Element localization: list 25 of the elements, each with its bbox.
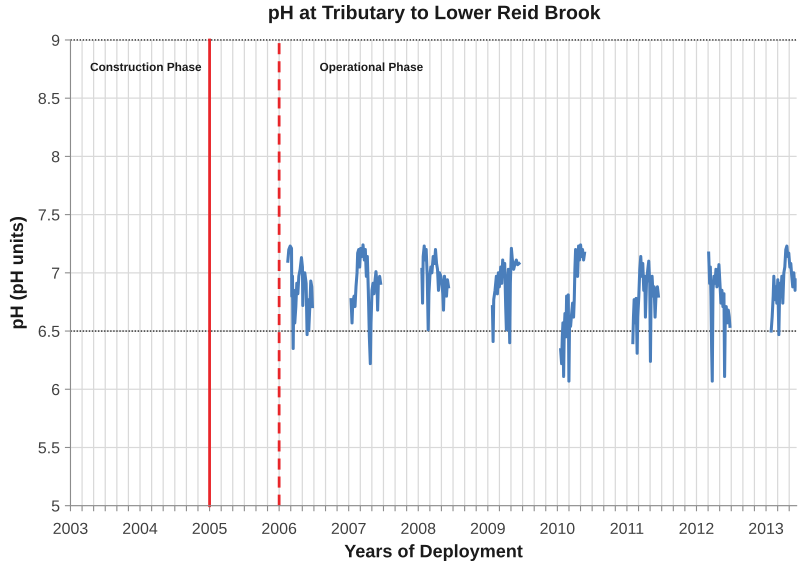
annotation: Construction Phase — [90, 62, 202, 72]
y-axis-title: pH (pH units) — [10, 217, 27, 328]
x-tick-label: 2004 — [123, 522, 158, 534]
annotation: Operational Phase — [320, 62, 423, 74]
y-tick-label: 6.5 — [38, 326, 60, 337]
x-tick-label: 2010 — [540, 522, 575, 534]
x-tick-label: 2011 — [610, 522, 644, 534]
x-tick-label: 2013 — [749, 522, 784, 534]
y-tick-label: 7.5 — [38, 209, 60, 221]
x-tick-label: 2005 — [192, 522, 227, 534]
x-tick-label: 2008 — [401, 522, 436, 534]
y-tick-label: 7 — [52, 268, 60, 279]
y-tick-label: 6 — [52, 384, 60, 396]
y-tick-label: 9 — [52, 34, 60, 46]
x-tick-label: 2007 — [332, 522, 366, 534]
x-tick-label: 2003 — [54, 522, 88, 534]
y-tick-label: 8.5 — [38, 92, 60, 104]
y-tick-label: 8 — [52, 151, 60, 162]
x-tick-label: 2012 — [680, 522, 714, 534]
x-axis-title: Years of Deployment — [344, 544, 523, 562]
y-tick-label: 5 — [52, 500, 60, 512]
x-tick-label: 2006 — [262, 522, 296, 534]
chart-title: pH at Tributary to Lower Reid Brook — [269, 5, 601, 24]
x-tick-label: 2009 — [470, 522, 505, 534]
y-tick-label: 5.5 — [38, 442, 60, 454]
